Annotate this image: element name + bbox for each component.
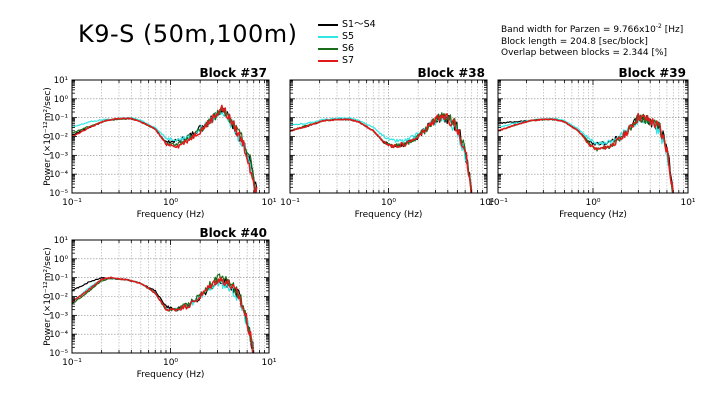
x-tick-label: 10⁻¹ [488, 198, 508, 208]
y-tick-label: 10⁻⁵ [49, 189, 68, 199]
param-block-length: Block length = 204.8 [sec/block] [501, 36, 648, 47]
legend-label: S1〜S4 [342, 19, 376, 30]
y-tick-label: 10⁰ [54, 95, 69, 105]
y-tick-label: 10¹ [54, 236, 68, 246]
y-tick-label: 10⁻¹ [49, 274, 68, 284]
series-group [72, 104, 258, 193]
y-tick-label: 10⁻⁴ [49, 170, 68, 180]
series-group [290, 112, 473, 193]
x-axis-label: Frequency (Hz) [355, 210, 423, 220]
legend-label: S5 [342, 31, 355, 42]
x-tick-label: 10¹ [261, 358, 276, 368]
series-group [498, 112, 674, 193]
panel-title: Block #40 [199, 226, 267, 240]
panel-title: Block #37 [199, 66, 267, 80]
x-axis-label: Frequency (Hz) [137, 370, 205, 380]
legend-swatch [318, 48, 338, 50]
x-tick-label: 10¹ [479, 198, 494, 208]
legend-swatch [318, 36, 338, 38]
panel-title: Block #39 [618, 66, 686, 80]
chart-panel-3: 10⁻¹ 10⁰ 10¹ Block #39 Frequency (Hz) [488, 66, 696, 220]
x-axis-label: Frequency (Hz) [559, 210, 627, 220]
x-tick-label: 10¹ [680, 198, 695, 208]
param-bandwidth-prefix: Band width for Parzen = 9.766x10 [501, 25, 656, 35]
y-tick-label: 10⁻⁴ [49, 330, 68, 340]
param-overlap: Overlap between blocks = 2.344 [%] [501, 48, 668, 58]
panel-title: Block #38 [417, 66, 485, 80]
x-tick-label: 10⁰ [163, 358, 178, 368]
series-group [72, 273, 255, 353]
analysis-parameters: Band width for Parzen = 9.766x10-2 [Hz] … [501, 21, 683, 60]
x-tick-label: 10¹ [261, 198, 276, 208]
chart-panel-1: 10⁻¹ 10⁰ 10¹ 10¹ 10⁰ 10⁻¹ 10⁻² 10⁻³ 10⁻⁴ 10⁻⁵ Bloc… [43, 66, 277, 220]
y-tick-label: 10⁻³ [49, 151, 68, 161]
chart-panel-2: 10⁻¹ 10⁰ 10¹ Block #38 Frequency (Hz) [280, 66, 495, 220]
x-tick-label: 10⁰ [163, 198, 178, 208]
y-tick-label: 10⁰ [54, 255, 69, 265]
param-bandwidth-unit: [Hz] [661, 25, 684, 35]
y-tick-label: 10⁻¹ [49, 114, 68, 124]
series-line-s5 [290, 113, 473, 193]
x-tick-label: 10⁻¹ [280, 198, 300, 208]
series-line-s7 [72, 104, 258, 193]
series-line-s7 [290, 113, 472, 193]
y-tick-label: 10¹ [54, 76, 68, 86]
legend-swatch [318, 24, 338, 26]
y-tick-label: 10⁻⁵ [49, 349, 68, 359]
x-tick-label: 10⁰ [381, 198, 396, 208]
y-tick-label: 10⁻² [49, 293, 68, 303]
legend-label: S6 [342, 43, 355, 54]
figure-title: K9-S (50m,100m) [78, 20, 298, 48]
y-axis-label: Power (×10⁻¹²m²/sec) [43, 87, 53, 186]
legend-swatch [318, 60, 338, 62]
series-line-s7 [498, 112, 674, 193]
legend-label: S7 [342, 55, 355, 66]
x-tick-label: 10⁰ [585, 198, 600, 208]
series-line-s7 [72, 276, 254, 353]
x-tick-label: 10⁻¹ [62, 358, 82, 368]
param-bandwidth-exponent: -2 [655, 23, 662, 30]
x-tick-label: 10⁻¹ [62, 198, 82, 208]
y-tick-label: 10⁻² [49, 133, 68, 143]
x-axis-label: Frequency (Hz) [137, 210, 205, 220]
y-axis-label: Power (×10⁻¹²m²/sec) [43, 247, 53, 346]
y-tick-label: 10⁻³ [49, 311, 68, 321]
param-bandwidth: Band width for Parzen = 9.766x10-2 [Hz] [501, 21, 683, 37]
chart-panel-4: 10⁻¹ 10⁰ 10¹ 10¹ 10⁰ 10⁻¹ 10⁻² 10⁻³ 10⁻⁴ 10⁻⁵ Bloc… [43, 226, 277, 380]
